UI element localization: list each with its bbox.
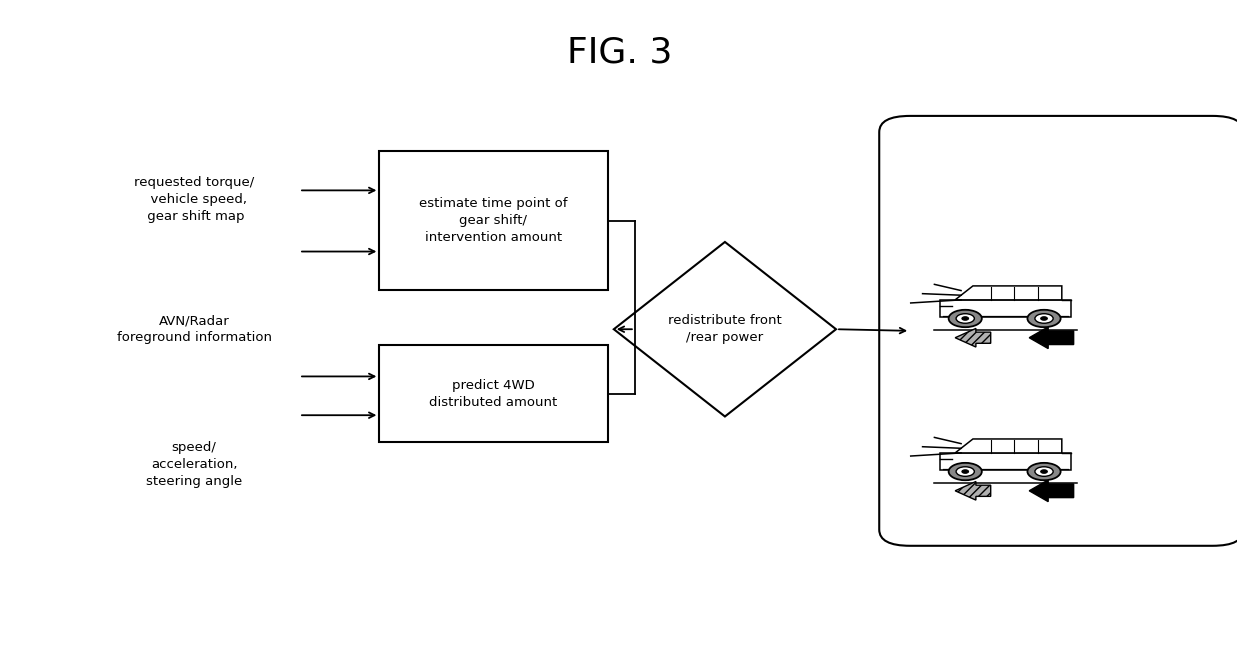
Text: redistribute front
/rear power: redistribute front /rear power <box>668 314 781 344</box>
Polygon shape <box>1029 480 1074 501</box>
Polygon shape <box>955 439 1061 453</box>
Circle shape <box>1035 314 1053 323</box>
Polygon shape <box>1029 327 1074 349</box>
Text: AVN/Radar
foreground information: AVN/Radar foreground information <box>117 314 272 344</box>
FancyBboxPatch shape <box>379 151 608 290</box>
Text: FIG. 3: FIG. 3 <box>568 35 672 69</box>
Circle shape <box>1040 317 1048 320</box>
Text: requested torque/
  vehicle speed,
 gear shift map: requested torque/ vehicle speed, gear sh… <box>134 177 254 224</box>
Circle shape <box>1040 470 1048 473</box>
Circle shape <box>949 310 982 327</box>
FancyBboxPatch shape <box>940 453 1070 470</box>
FancyBboxPatch shape <box>940 300 1070 317</box>
Circle shape <box>1035 467 1053 477</box>
Polygon shape <box>955 329 991 347</box>
Circle shape <box>956 314 975 323</box>
FancyBboxPatch shape <box>879 116 1240 546</box>
Text: speed/
acceleration,
steering angle: speed/ acceleration, steering angle <box>146 441 242 488</box>
Circle shape <box>1028 310 1060 327</box>
Text: estimate time point of
gear shift/
intervention amount: estimate time point of gear shift/ inter… <box>419 198 568 244</box>
Circle shape <box>962 317 968 320</box>
Circle shape <box>949 463 982 481</box>
Circle shape <box>956 467 975 477</box>
Circle shape <box>1028 463 1060 481</box>
Polygon shape <box>614 242 836 417</box>
Text: predict 4WD
distributed amount: predict 4WD distributed amount <box>429 379 558 409</box>
Circle shape <box>962 470 968 473</box>
FancyBboxPatch shape <box>379 346 608 442</box>
Polygon shape <box>955 481 991 500</box>
Polygon shape <box>955 286 1061 300</box>
